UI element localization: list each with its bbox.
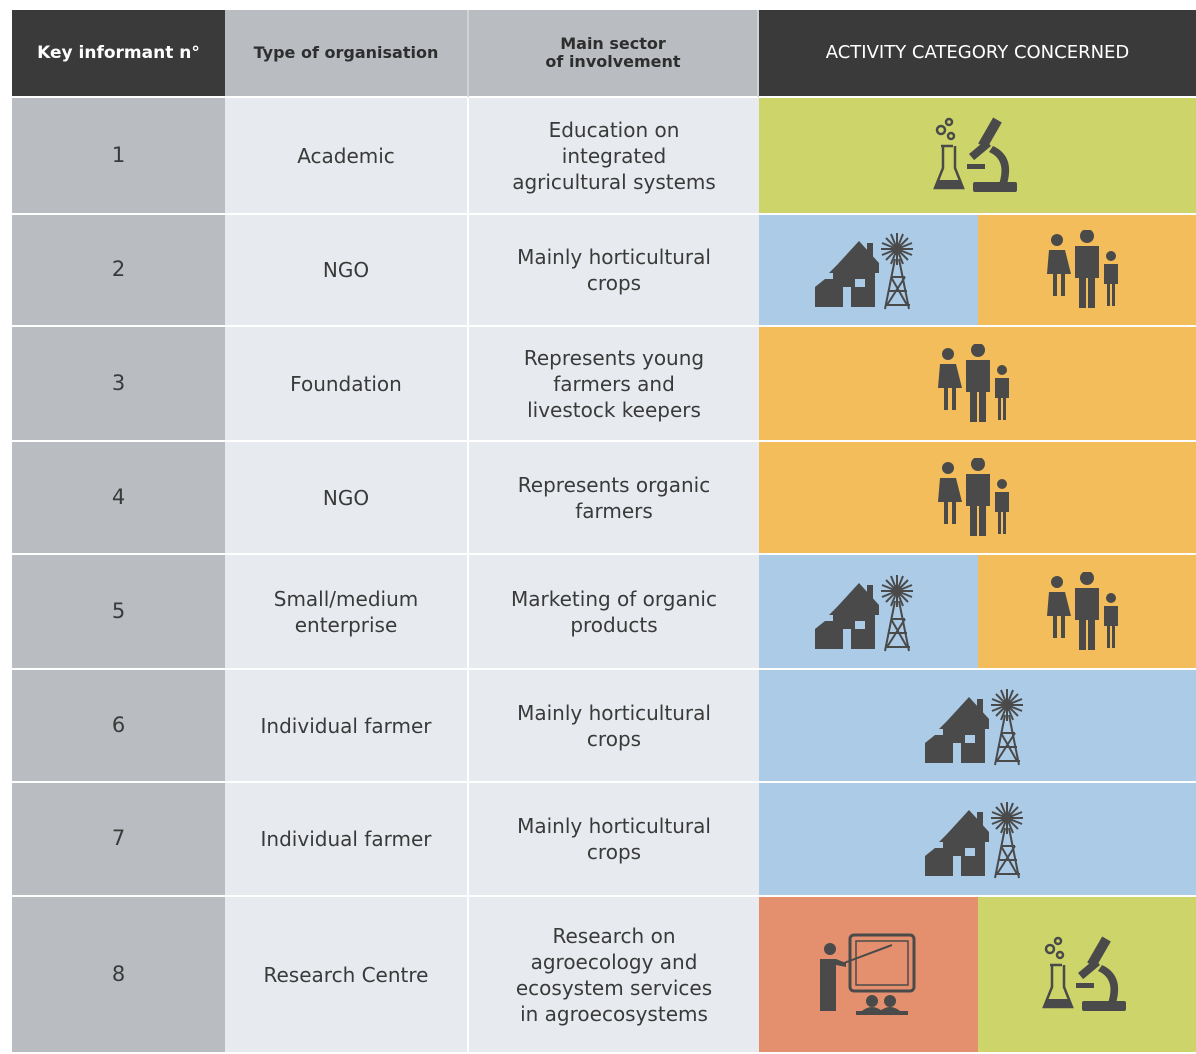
main-sector: Represents young farmers and livestock k… [469,327,759,442]
activity-category [759,897,978,1052]
organisation-type: Foundation [225,327,469,442]
informant-number: 4 [12,442,225,555]
informant-number: 2 [12,215,225,327]
activity-icon [937,343,1009,422]
main-sector: Represents organic farmers [469,442,759,555]
main-sector: Mainly horticultural crops [469,783,759,897]
activity-icon [818,933,916,1016]
activity-cell [759,327,1196,442]
activity-category [977,215,1196,325]
header-cell: Key informant n° [12,10,225,98]
activity-category [759,555,978,668]
activity-category [977,897,1196,1052]
main-sector: Marketing of organic products [469,555,759,670]
activity-cell [759,670,1196,783]
activity-icon [814,232,915,310]
activity-cell [759,555,1196,670]
activity-icon [1046,571,1118,650]
organisation-type: Research Centre [225,897,469,1054]
activity-category [759,783,1196,895]
activity-icon [1041,934,1127,1012]
activity-category [759,442,1196,553]
activity-cell [759,215,1196,327]
activity-category [759,670,1196,781]
activity-cell [759,442,1196,555]
main-sector: Mainly horticultural crops [469,215,759,327]
activity-category [977,555,1196,668]
activity-icon [923,801,1024,879]
informant-number: 3 [12,327,225,442]
table: Key informant n° Type of organisation Ma… [12,10,1196,1054]
activity-cell [759,897,1196,1054]
organisation-type: Academic [225,98,469,215]
activity-icon [923,687,1024,766]
activity-cell [759,98,1196,215]
organisation-type: NGO [225,442,469,555]
organisation-type: Individual farmer [225,783,469,897]
header-cell: ACTIVITY CATEGORY CONCERNED [759,10,1196,98]
organisation-type: Small/medium enterprise [225,555,469,670]
activity-icon [932,115,1018,193]
informant-number: 6 [12,670,225,783]
activity-icon [937,457,1009,536]
informant-number: 5 [12,555,225,670]
activity-category [759,215,978,325]
activity-category [759,327,1196,440]
organisation-type: Individual farmer [225,670,469,783]
organisation-type: NGO [225,215,469,327]
main-sector: Research on agroecology and ecosystem se… [469,897,759,1054]
activity-category [759,98,1196,213]
informant-number: 7 [12,783,225,897]
header-cell: Main sector of involvement [469,10,759,98]
activity-cell [759,783,1196,897]
activity-icon [814,573,915,652]
informant-number: 1 [12,98,225,215]
informant-number: 8 [12,897,225,1054]
activity-icon [1046,230,1118,308]
header-cell: Type of organisation [225,10,469,98]
main-sector: Education on integrated agricultural sys… [469,98,759,215]
main-sector: Mainly horticultural crops [469,670,759,783]
